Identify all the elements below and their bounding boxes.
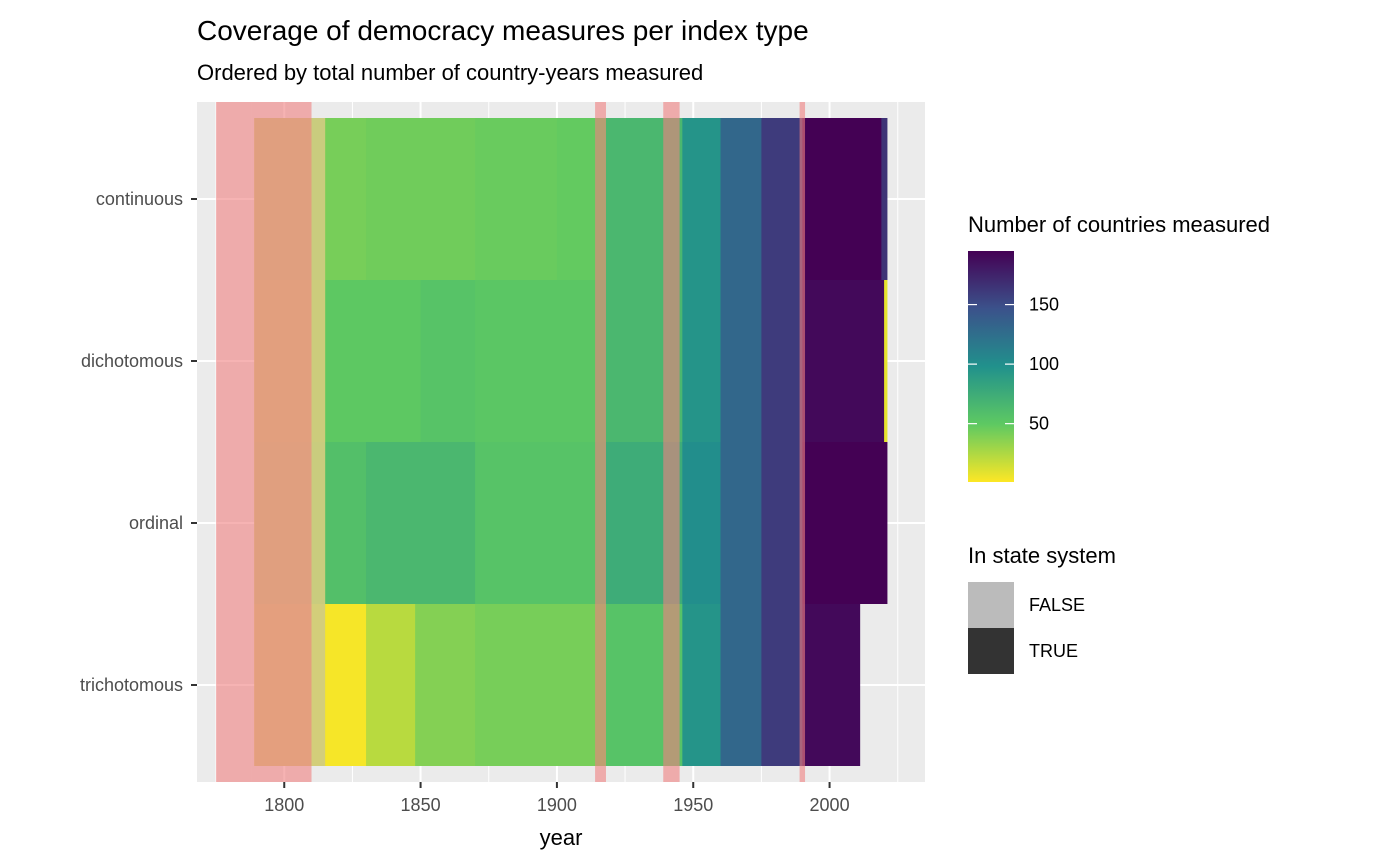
heatmap-tile (761, 118, 803, 280)
heatmap-tile (475, 280, 607, 442)
color-legend-title: Number of countries measured (968, 212, 1270, 237)
highlight-band (799, 102, 806, 782)
x-tick-label: 2000 (810, 795, 850, 815)
heatmap-tile (682, 604, 722, 766)
heatmap-tile (475, 118, 558, 280)
y-tick-label: continuous (96, 189, 183, 209)
highlight-band (595, 102, 606, 782)
chart-subtitle: Ordered by total number of country-years… (197, 60, 703, 85)
x-axis: 1800 1850 1900 1950 2000 (264, 782, 850, 815)
heatmap-tile (761, 280, 803, 442)
heatmap-tile (682, 118, 722, 280)
highlight-band (216, 102, 252, 782)
x-tick-label: 1850 (401, 795, 441, 815)
state-legend-key-true (968, 628, 1014, 674)
heatmap-tile (802, 118, 882, 280)
highlight-band (251, 102, 312, 782)
heatmap-tile (325, 442, 367, 604)
heatmap-tile (761, 604, 803, 766)
color-legend: Number of countries measured 50 100 150 (968, 212, 1270, 482)
heatmap-tile (720, 118, 763, 280)
y-tick-label: dichotomous (81, 351, 183, 371)
heatmap-tile (475, 604, 607, 766)
heatmap-tiles (254, 118, 888, 766)
highlight-band (663, 102, 680, 782)
x-axis-label: year (540, 825, 583, 850)
chart-title: Coverage of democracy measures per index… (197, 15, 809, 46)
heatmap-tile (802, 604, 861, 766)
state-legend-key-false (968, 582, 1014, 628)
heatmap-tile (325, 604, 367, 766)
colorbar-tick-label: 150 (1029, 295, 1059, 315)
heatmap-tile (475, 442, 607, 604)
heatmap-tile (720, 280, 763, 442)
y-axis: continuous dichotomous ordinal trichotomous (80, 189, 197, 695)
heatmap-tile (420, 280, 476, 442)
state-legend-label-false: FALSE (1029, 595, 1085, 615)
heatmap-tile (682, 442, 722, 604)
colorbar-ticks: 50 100 150 (968, 295, 1059, 434)
colorbar-tick-label: 100 (1029, 354, 1059, 374)
heatmap-tile (366, 604, 416, 766)
heatmap-tile (884, 280, 888, 442)
heatmap-tile (802, 280, 885, 442)
state-system-legend: In state system FALSE TRUE (968, 543, 1116, 674)
heatmap-tile (720, 442, 763, 604)
heatmap-tile (366, 118, 476, 280)
heatmap-tile (415, 604, 476, 766)
state-legend-title: In state system (968, 543, 1116, 568)
state-legend-label-true: TRUE (1029, 641, 1078, 661)
x-tick-label: 1800 (264, 795, 304, 815)
x-tick-label: 1900 (537, 795, 577, 815)
heatmap-tile (761, 442, 803, 604)
colorbar (968, 251, 1014, 482)
heatmap-tile (720, 604, 763, 766)
heatmap-tile (682, 280, 722, 442)
x-tick-label: 1950 (673, 795, 713, 815)
heatmap-tile (325, 280, 422, 442)
y-tick-label: ordinal (129, 513, 183, 533)
heatmap-tile (802, 442, 888, 604)
highlight-periods (216, 102, 806, 782)
heatmap-tile (366, 442, 476, 604)
colorbar-tick-label: 50 (1029, 414, 1049, 434)
heatmap-tile (325, 118, 367, 280)
heatmap-tile (881, 118, 888, 280)
y-tick-label: trichotomous (80, 675, 183, 695)
